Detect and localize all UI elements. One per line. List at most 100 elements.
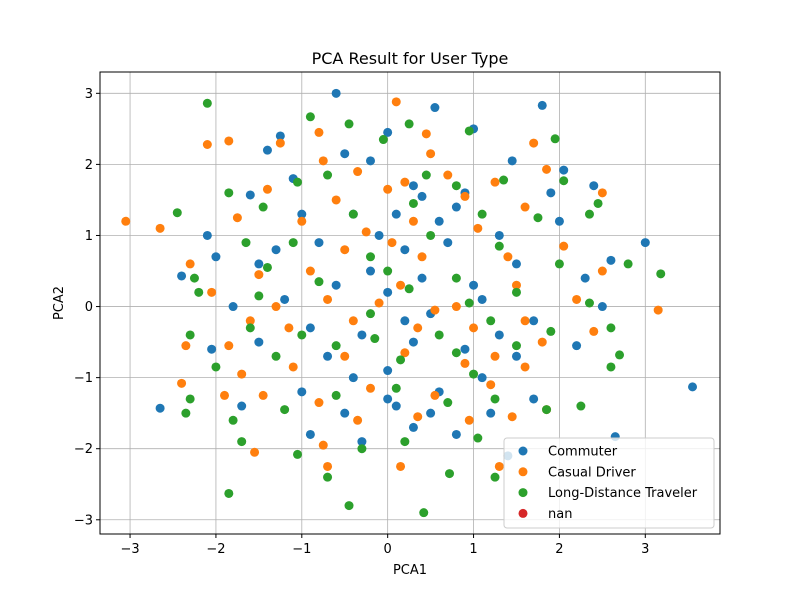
point-commuter [357,437,367,447]
x-tick-label: 2 [555,542,563,557]
point-long-distance-traveler [297,330,307,340]
point-commuter [297,387,307,397]
point-commuter [254,259,264,269]
point-casual-driver [507,412,517,422]
point-long-distance-traveler [404,284,414,294]
point-long-distance-traveler [224,188,234,198]
point-casual-driver [396,461,406,471]
point-long-distance-traveler [419,508,429,518]
point-casual-driver [559,241,569,251]
point-long-distance-traveler [383,266,393,276]
point-casual-driver [323,461,333,471]
point-casual-driver [374,298,384,308]
point-commuter [391,401,401,411]
point-casual-driver [413,323,423,333]
point-commuter [451,202,461,212]
point-commuter [391,209,401,219]
point-casual-driver [589,326,599,336]
point-casual-driver [365,383,375,393]
point-commuter [365,266,375,276]
point-commuter [640,238,650,248]
point-casual-driver [331,195,341,205]
point-commuter [207,344,217,354]
point-commuter [477,373,487,383]
point-long-distance-traveler [194,287,204,297]
point-long-distance-traveler [606,362,616,372]
point-long-distance-traveler [224,488,234,498]
point-commuter [340,408,350,418]
point-commuter [537,100,547,110]
point-casual-driver [245,316,255,326]
point-commuter [580,273,590,283]
point-long-distance-traveler [606,323,616,333]
point-long-distance-traveler [408,198,418,208]
point-casual-driver [185,259,195,269]
point-commuter [177,271,187,281]
point-casual-driver [464,415,474,425]
point-casual-driver [520,316,530,326]
point-long-distance-traveler [258,202,268,212]
point-commuter [383,287,393,297]
point-casual-driver [237,369,247,379]
point-commuter [305,429,315,439]
point-long-distance-traveler [305,112,315,122]
point-commuter [202,230,212,240]
point-casual-driver [181,341,191,351]
plot-frame [99,71,721,535]
point-long-distance-traveler [348,209,358,219]
point-long-distance-traveler [271,351,281,361]
y-tick-label: 3 [85,87,93,102]
point-long-distance-traveler [511,341,521,351]
point-commuter [297,209,307,219]
point-casual-driver [262,184,272,194]
point-commuter [314,238,324,248]
point-commuter [606,255,616,265]
point-casual-driver [224,341,234,351]
point-long-distance-traveler [181,408,191,418]
point-casual-driver [323,294,333,304]
point-commuter [331,88,341,98]
point-long-distance-traveler [546,326,556,336]
point-long-distance-traveler [293,449,303,459]
point-commuter [430,103,440,113]
point-casual-driver [486,380,496,390]
x-tick-label: −2 [206,542,225,557]
point-casual-driver [490,177,500,187]
point-casual-driver [353,167,363,177]
point-commuter [383,394,393,404]
y-tick-label: 1 [85,229,93,244]
point-casual-driver [224,136,234,146]
point-commuter [340,149,350,159]
legend-box [503,437,715,529]
point-casual-driver [408,216,418,226]
point-commuter [529,394,539,404]
point-long-distance-traveler [559,176,569,186]
point-long-distance-traveler [499,175,509,185]
x-axis-label: PCA1 [393,563,427,578]
point-commuter [348,373,358,383]
point-long-distance-traveler [391,383,401,393]
point-long-distance-traveler [185,330,195,340]
point-long-distance-traveler [445,469,455,479]
point-commuter [271,245,281,255]
point-casual-driver [271,302,281,312]
point-casual-driver [460,358,470,368]
point-casual-driver [597,266,607,276]
point-commuter [211,252,221,262]
point-long-distance-traveler [344,501,354,511]
point-casual-driver [494,461,504,471]
legend-label: Casual Driver [548,465,636,480]
chart-title: PCA Result for User Type [312,49,509,68]
point-long-distance-traveler [421,170,431,180]
point-casual-driver [353,415,363,425]
point-casual-driver [426,149,436,159]
point-long-distance-traveler [469,369,479,379]
legend-label: Long-Distance Traveler [548,486,698,501]
point-casual-driver [318,156,328,166]
point-commuter [374,230,384,240]
point-long-distance-traveler [656,269,666,279]
point-long-distance-traveler [288,238,298,248]
point-commuter [245,190,255,200]
point-commuter [559,165,569,175]
point-long-distance-traveler [331,341,341,351]
